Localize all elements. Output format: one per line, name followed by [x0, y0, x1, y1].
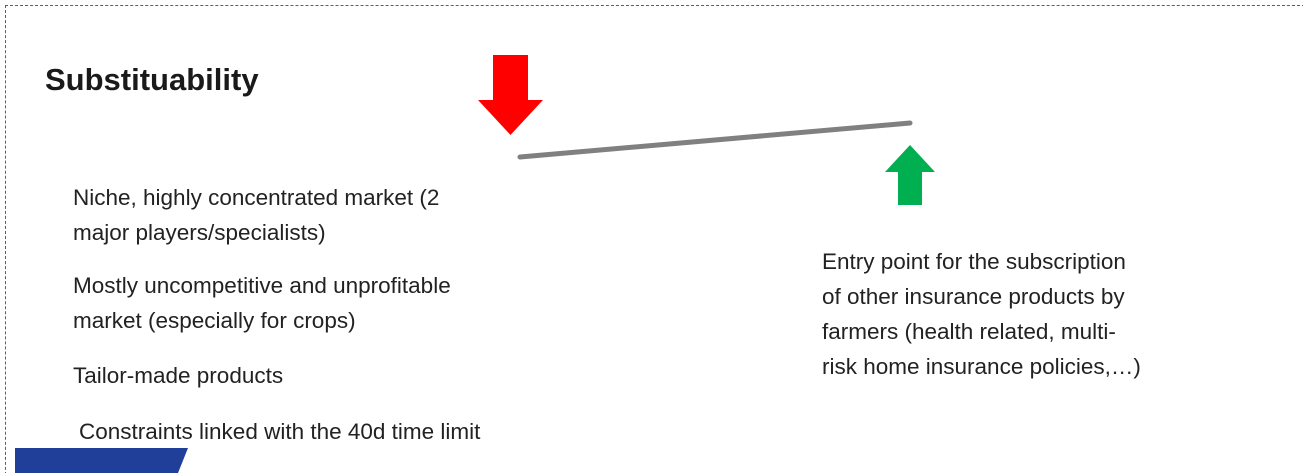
- text-line: of other insurance products by: [822, 284, 1125, 309]
- list-item: Constraints linked with the 40d time lim…: [79, 414, 480, 449]
- text-line: Niche, highly concentrated market (2: [73, 185, 440, 210]
- text-line: major players/specialists): [73, 220, 326, 245]
- balance-line: [517, 120, 913, 160]
- text-line: Mostly uncompetitive and unprofitable: [73, 273, 451, 298]
- text-line: market (especially for crops): [73, 308, 356, 333]
- text-line: risk home insurance policies,…): [822, 354, 1141, 379]
- text-line: Constraints linked with the 40d time lim…: [79, 419, 481, 444]
- text-line: Tailor-made products: [73, 363, 284, 388]
- text-line: farmers (health related, multi-: [822, 319, 1116, 344]
- list-item: Mostly uncompetitive and unprofitable mar…: [73, 268, 451, 338]
- right-text: Entry point for the subscription of other…: [822, 244, 1141, 384]
- green-up-arrow: [885, 145, 935, 205]
- list-item: Tailor-made products: [73, 358, 283, 393]
- red-down-arrow: [478, 55, 543, 135]
- title: Substituability: [45, 62, 259, 97]
- logo-shape: [15, 448, 188, 473]
- dashed-frame: [5, 5, 1303, 473]
- text-line: Entry point for the subscription: [822, 249, 1126, 274]
- list-item: Niche, highly concentrated market (2 majo…: [73, 180, 439, 250]
